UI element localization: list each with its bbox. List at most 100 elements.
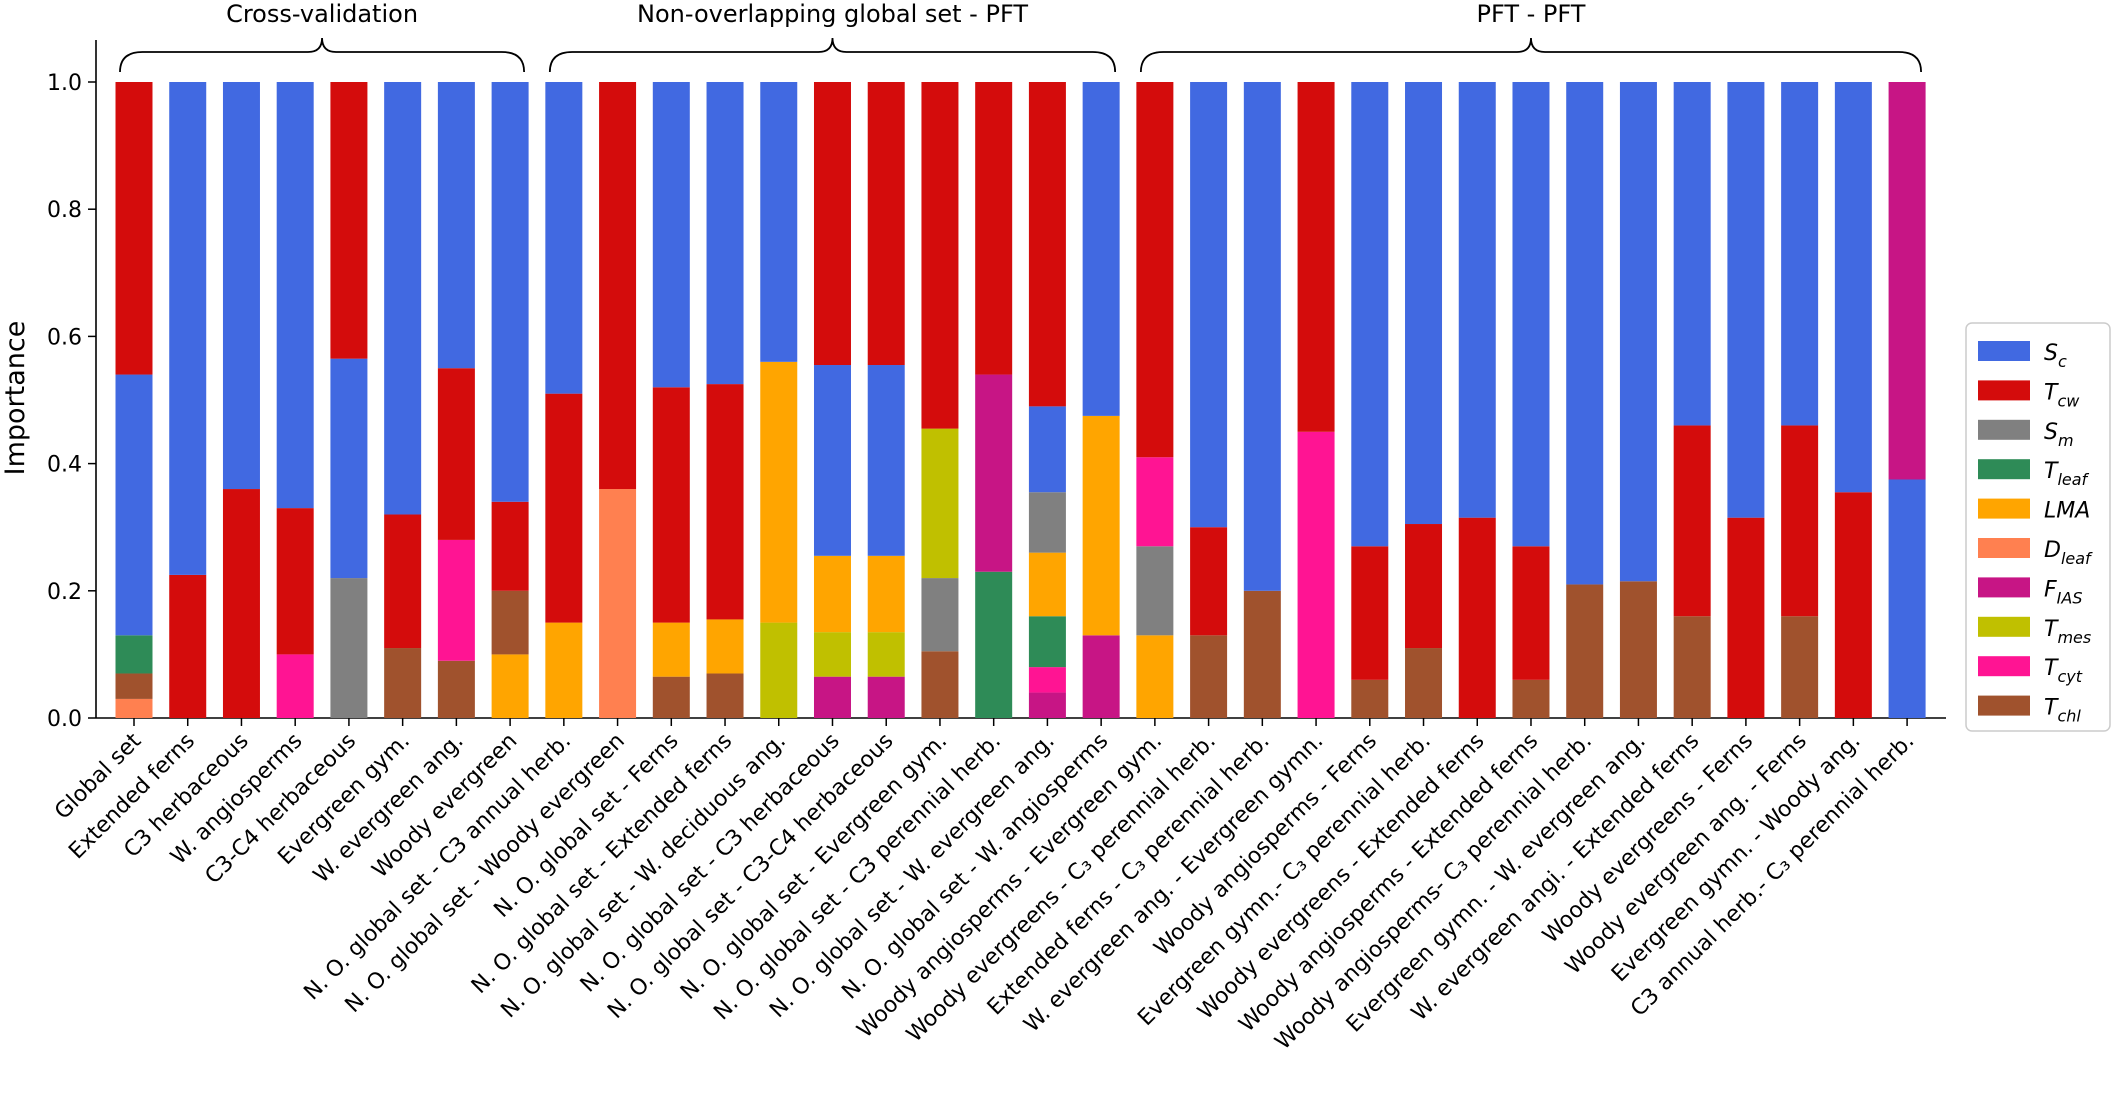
bar-segment-tchl xyxy=(1566,584,1604,718)
bar-segment-tchl xyxy=(491,590,529,655)
group-label: PFT - PFT xyxy=(1477,0,1586,28)
legend-label-subscript: mes xyxy=(2057,628,2091,647)
bar-segment-tcw xyxy=(1458,517,1496,718)
bar-segment-tmes xyxy=(813,632,851,677)
bar-segment-tcw xyxy=(222,489,260,718)
y-tick-label: 0.8 xyxy=(47,198,82,223)
bar-segment-tcw xyxy=(1190,527,1228,636)
group-label: Non-overlapping global set - PFT xyxy=(637,0,1028,28)
bar-segment-lma xyxy=(491,654,529,718)
legend-swatch xyxy=(1978,459,2030,480)
bar-segment-sc xyxy=(437,82,475,369)
y-tick-label: 0.2 xyxy=(47,580,82,605)
bar-segment-sc xyxy=(1727,82,1765,518)
legend-label-base: S xyxy=(2044,420,2058,445)
bar-segment-sc xyxy=(222,82,260,490)
bar-segment-tcw xyxy=(1136,82,1174,458)
legend-swatch xyxy=(1978,498,2030,519)
bar-segment-tchl xyxy=(921,651,959,718)
bar-segment-tcw xyxy=(437,368,475,540)
bar-segment-tchl xyxy=(1351,679,1389,718)
bar-segment-sc xyxy=(1619,82,1657,582)
bar-segment-lma xyxy=(1136,635,1174,718)
group-brace xyxy=(1139,37,1922,73)
legend-label-base: F xyxy=(2044,577,2057,602)
legend-swatch xyxy=(1978,616,2030,637)
bar-segment-sc xyxy=(384,82,422,515)
bar-segment-sc xyxy=(652,82,690,388)
legend-label: LMA xyxy=(2044,499,2090,524)
bar-segment-tcyt xyxy=(437,539,475,661)
bar-segment-tchl xyxy=(115,673,153,699)
legend-label: FIAS xyxy=(2044,577,2082,607)
bar-segment-fias xyxy=(1888,82,1926,480)
bar-segment-tchl xyxy=(1619,581,1657,718)
bar-segment-sc xyxy=(115,374,153,636)
bar-segment-sc xyxy=(1405,82,1443,525)
legend-label-base: LMA xyxy=(2044,499,2090,524)
bar-segment-dleaf xyxy=(599,489,637,718)
legend-swatch xyxy=(1978,656,2030,677)
bar-segment-tchl xyxy=(1243,590,1281,718)
legend-label: Sm xyxy=(2044,420,2074,450)
legend-label: Tcw xyxy=(2044,380,2080,410)
bar-segment-sc xyxy=(1888,479,1926,718)
bar-segment-tcw xyxy=(1351,546,1389,680)
legend-label-subscript: m xyxy=(2058,431,2074,450)
bar-segment-tcw xyxy=(867,82,905,366)
legend-label-base: S xyxy=(2044,341,2058,366)
legend-label-base: T xyxy=(2044,459,2059,484)
bar-segment-sc xyxy=(813,365,851,556)
legend-label-base: T xyxy=(2044,380,2059,405)
bar-segment-tleaf xyxy=(115,635,153,674)
bar-segment-tmes xyxy=(760,622,798,718)
bar-segment-sc xyxy=(1082,82,1120,416)
legend-label-base: T xyxy=(2044,617,2059,642)
bar-segment-sc xyxy=(491,82,529,502)
legend-label-base: T xyxy=(2044,656,2059,681)
bar-segment-sc xyxy=(1673,82,1711,426)
bar-segment-fias xyxy=(813,676,851,718)
bar-segment-lma xyxy=(813,555,851,633)
legend-label: Dleaf xyxy=(2044,538,2093,568)
bar-segment-sc xyxy=(1190,82,1228,528)
bar-segment-sc xyxy=(760,82,798,362)
bar-segment-tcw xyxy=(813,82,851,366)
group-brace xyxy=(548,37,1117,73)
legend-label-subscript: c xyxy=(2058,352,2067,371)
y-tick-label: 1.0 xyxy=(47,71,82,96)
y-tick-label: 0.0 xyxy=(47,707,82,732)
legend-swatch xyxy=(1978,341,2030,361)
bar-segment-sc xyxy=(1243,82,1281,591)
bar-segment-lma xyxy=(1082,415,1120,636)
bar-segment-lma xyxy=(760,361,798,623)
legend-swatch xyxy=(1978,577,2030,598)
bar-segment-tmes xyxy=(867,632,905,677)
legend-label-base: T xyxy=(2044,696,2059,721)
bar-segment-dleaf xyxy=(115,698,153,718)
y-axis-title: Importance xyxy=(0,321,31,476)
bar-segment-tcyt xyxy=(1136,457,1174,547)
bar-segment-tcw xyxy=(1673,425,1711,617)
bar-segment-tcw xyxy=(276,508,314,655)
bar-segment-lma xyxy=(867,555,905,633)
bar-segment-lma xyxy=(652,622,690,677)
bar-segment-tcw xyxy=(1727,517,1765,718)
bar-segment-tcw xyxy=(115,82,153,375)
bar-segment-tcw xyxy=(1297,82,1335,432)
bar-segment-tcw xyxy=(706,384,744,620)
bar-segment-tchl xyxy=(1512,679,1550,718)
bar-segment-tcw xyxy=(1512,546,1550,680)
bar-segment-tcw xyxy=(652,387,690,623)
bar-segment-tchl xyxy=(1190,635,1228,718)
legend-label: Tchl xyxy=(2044,696,2081,726)
bar-segment-sc xyxy=(1781,82,1819,426)
bar-segment-sc xyxy=(545,82,583,394)
legend-label-subscript: IAS xyxy=(2057,588,2083,607)
bar-segment-tcyt xyxy=(1028,667,1066,693)
group-braces: Cross-validation Non-overlapping global s… xyxy=(119,0,1922,73)
bar-segment-tcw xyxy=(1781,425,1819,617)
bar-segment-sm xyxy=(1028,492,1066,553)
legend-label: Sc xyxy=(2044,341,2067,371)
